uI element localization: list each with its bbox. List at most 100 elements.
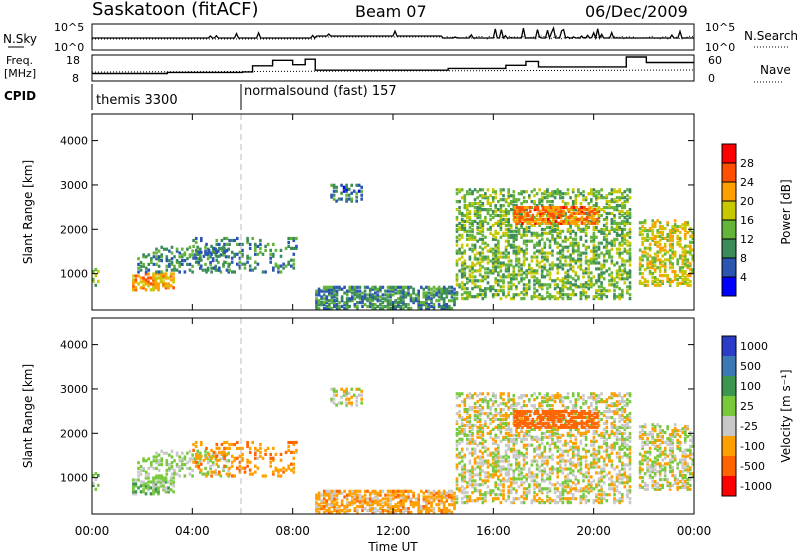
velocity-cell <box>512 501 516 505</box>
velocity-cell <box>517 485 521 489</box>
power-cell <box>473 263 477 267</box>
velocity-cell <box>569 427 572 431</box>
power-cell <box>671 230 674 235</box>
power-cell <box>595 289 598 293</box>
power-cell <box>338 301 341 305</box>
velocity-cell <box>363 499 367 503</box>
power-cell <box>499 198 503 202</box>
power-cell <box>345 293 349 297</box>
power-cell <box>463 213 467 218</box>
power-cell <box>590 209 594 213</box>
velocity-cell <box>463 477 467 481</box>
velocity-cell <box>499 412 503 416</box>
power-cell <box>547 221 550 225</box>
power-cell <box>523 205 527 210</box>
power-cell <box>566 192 570 196</box>
velocity-cell <box>192 442 195 447</box>
velocity-cell <box>432 497 436 501</box>
velocity-cell <box>507 392 510 396</box>
power-cell <box>541 211 545 215</box>
velocity-cell <box>533 495 536 499</box>
velocity-cell <box>453 505 456 509</box>
power-cell <box>574 202 578 206</box>
power-cell <box>626 289 629 293</box>
power-cell <box>345 193 348 197</box>
power-cell <box>623 211 627 216</box>
power-cell <box>569 235 572 239</box>
velocity-cell <box>540 475 544 479</box>
velocity-cell <box>494 441 497 445</box>
power-cell <box>509 202 513 206</box>
velocity-cell <box>215 472 219 476</box>
velocity-cell <box>478 435 482 439</box>
velocity-cell <box>478 423 482 427</box>
power-cell <box>191 264 194 268</box>
velocity-cell <box>471 469 474 473</box>
velocity-cell <box>139 464 143 469</box>
power-cell <box>458 237 461 241</box>
power-cell <box>497 200 500 204</box>
power-cell <box>569 283 572 287</box>
velocity-cell <box>165 463 169 467</box>
power-cell <box>538 265 541 269</box>
power-cell <box>363 293 367 297</box>
velocity-cell <box>494 413 497 418</box>
power-cell <box>509 208 513 212</box>
velocity-cell <box>491 455 495 459</box>
power-cell <box>559 229 562 233</box>
power-cell <box>215 258 219 262</box>
velocity-cell <box>458 489 461 493</box>
power-cell <box>478 257 482 261</box>
power-cell <box>345 304 349 309</box>
power-cell <box>215 268 219 272</box>
velocity-cell <box>196 461 199 465</box>
velocity-cell <box>147 488 150 492</box>
velocity-cell <box>564 415 567 420</box>
power-cell <box>147 272 150 276</box>
power-cell <box>559 190 562 194</box>
power-cell <box>476 202 479 206</box>
power-cell <box>399 299 403 303</box>
power-cell <box>686 230 690 235</box>
velocity-cell <box>540 441 544 445</box>
power-cell <box>515 235 518 239</box>
velocity-cell <box>507 469 510 473</box>
velocity-cell <box>371 497 374 501</box>
power-cell <box>476 295 479 299</box>
power-cell <box>517 273 521 277</box>
velocity-cell <box>522 459 526 463</box>
power-cell <box>561 249 565 253</box>
velocity-cell <box>525 497 528 501</box>
power-cell <box>430 297 433 301</box>
power-cell <box>661 281 664 285</box>
power-cell <box>613 293 616 297</box>
velocity-cell <box>374 507 377 511</box>
power-cell <box>681 281 685 285</box>
velocity-cell <box>466 396 469 400</box>
power-cell <box>656 229 659 233</box>
velocity-cell <box>458 431 461 435</box>
power-cell <box>556 263 559 267</box>
power-cell <box>681 272 685 276</box>
power-cell <box>597 255 601 259</box>
velocity-cell <box>491 491 495 495</box>
power-cell <box>613 229 616 233</box>
power-cell <box>597 245 601 249</box>
velocity-cell <box>440 508 443 513</box>
power-cell <box>471 247 474 251</box>
power-cell <box>621 273 624 277</box>
power-cell <box>613 243 616 247</box>
velocity-cell <box>522 465 526 469</box>
velocity-cell <box>170 464 174 469</box>
power-cell <box>391 289 395 293</box>
velocity-cell <box>368 499 372 503</box>
velocity-cell <box>332 393 336 397</box>
power-cell <box>342 187 346 191</box>
velocity-cell <box>460 447 464 451</box>
power-cell <box>540 204 544 208</box>
power-cell <box>455 273 459 277</box>
velocity-cell <box>287 448 290 452</box>
velocity-cell <box>486 453 490 457</box>
power-cell <box>358 297 362 301</box>
power-cell <box>351 291 354 295</box>
